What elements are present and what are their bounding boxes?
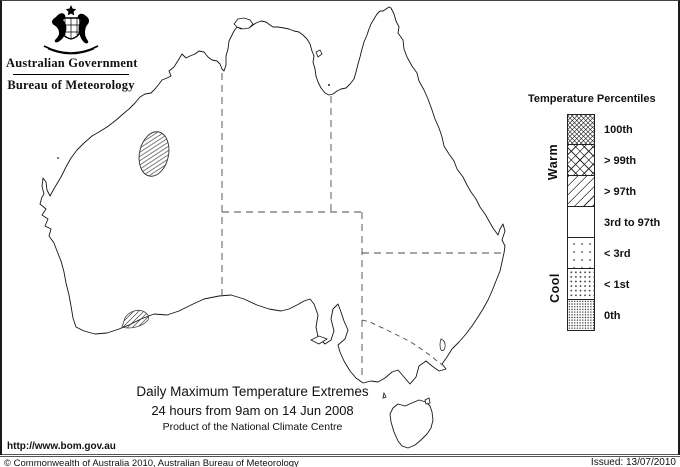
legend-swatch-gt99th bbox=[567, 145, 595, 176]
legend-swatch-lt1st bbox=[567, 269, 595, 300]
mainland-coastline bbox=[39, 6, 506, 385]
legend-warm-label: Warm bbox=[546, 143, 560, 181]
legend-bar bbox=[567, 114, 595, 331]
offshore-island-dot bbox=[328, 84, 330, 86]
kangaroo-island bbox=[310, 335, 328, 345]
warm-region-inland-wa bbox=[138, 131, 170, 177]
legend-swatch-gt97th bbox=[567, 176, 595, 207]
legend-label: 100th bbox=[604, 123, 633, 136]
groote-eylandt bbox=[315, 49, 323, 58]
logo-divider bbox=[13, 74, 129, 75]
flinders-island bbox=[424, 397, 431, 405]
issued-date: Issued: 13/07/2010 bbox=[590, 457, 676, 467]
state-borders bbox=[221, 73, 504, 380]
legend-swatch-lt3rd bbox=[567, 238, 595, 269]
coat-of-arms-icon bbox=[43, 5, 99, 55]
bom-url: http://www.bom.gov.au bbox=[7, 441, 116, 452]
map-product-line: Product of the National Climate Centre bbox=[162, 421, 343, 433]
map-title-block: Daily Maximum Temperature Extremes 24 ho… bbox=[105, 384, 400, 433]
legend-label: > 99th bbox=[604, 154, 637, 167]
legend-label: < 3rd bbox=[604, 247, 631, 260]
map-subtitle: 24 hours from 9am on 14 Jun 2008 bbox=[151, 403, 354, 418]
offshore-island-dot bbox=[57, 157, 59, 159]
logo-bureau-text: Bureau of Meteorology bbox=[7, 78, 135, 92]
legend-title: Temperature Percentiles bbox=[528, 93, 656, 105]
legend-labels: 100th > 99th > 97th 3rd to 97th < 3rd < … bbox=[604, 114, 660, 331]
melville-island bbox=[233, 17, 254, 30]
legend-label: 0th bbox=[604, 309, 621, 322]
tasmania-coastline bbox=[389, 399, 434, 449]
footer-rule bbox=[0, 454, 680, 457]
warm-region-south-coast-wa bbox=[121, 309, 150, 329]
australian-government-logo: Australian Government Bureau of Meteorol… bbox=[6, 4, 138, 93]
king-island bbox=[382, 391, 387, 399]
legend-label: < 1st bbox=[604, 278, 630, 291]
legend-swatch-100th bbox=[567, 114, 595, 145]
act-border bbox=[439, 338, 446, 351]
logo-government-text: Australian Government bbox=[6, 56, 138, 70]
map-title: Daily Maximum Temperature Extremes bbox=[136, 384, 369, 399]
legend-swatch-3rd-to-97th bbox=[567, 207, 595, 238]
legend-swatch-0th bbox=[567, 300, 595, 331]
legend-label: 3rd to 97th bbox=[604, 216, 661, 229]
legend-cool-label: Cool bbox=[548, 273, 562, 303]
copyright-text: © Commonwealth of Australia 2010, Austra… bbox=[4, 458, 299, 467]
legend-label: > 97th bbox=[604, 185, 637, 198]
